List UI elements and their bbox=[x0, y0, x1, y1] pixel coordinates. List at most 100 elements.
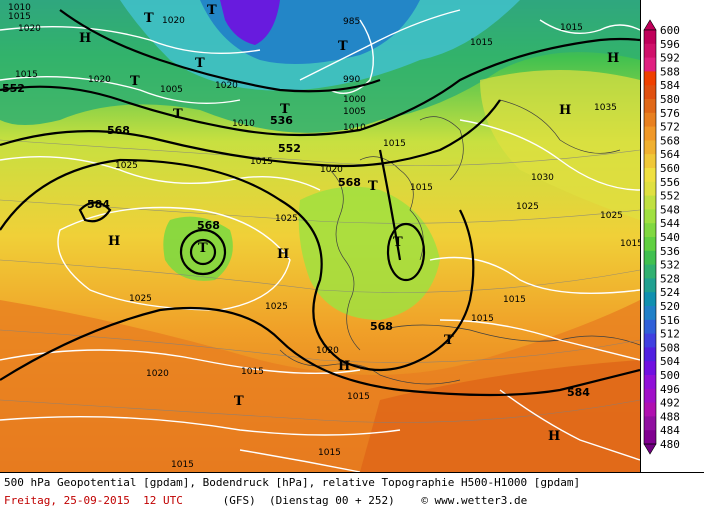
high-pressure-marker: H bbox=[559, 103, 571, 118]
scale-tick-label: 512 bbox=[660, 328, 680, 341]
pressure-label: 1025 bbox=[129, 294, 152, 304]
pressure-label: 1015 bbox=[8, 12, 31, 22]
scale-arrow-bottom bbox=[643, 443, 657, 455]
pressure-label: 1020 bbox=[215, 81, 238, 91]
scale-swatch bbox=[644, 278, 656, 293]
scale-swatch bbox=[644, 85, 656, 100]
scale-tick-label: 560 bbox=[660, 162, 680, 175]
pressure-label: 1010 bbox=[343, 123, 366, 133]
pressure-label: 1020 bbox=[316, 346, 339, 356]
pressure-label: 1025 bbox=[600, 211, 623, 221]
pressure-label: 1020 bbox=[162, 16, 185, 26]
pressure-label: 1020 bbox=[320, 165, 343, 175]
isobars bbox=[0, 9, 640, 472]
scale-swatch bbox=[644, 388, 656, 404]
scale-tick-label: 592 bbox=[660, 52, 680, 65]
scale-swatch bbox=[644, 375, 656, 390]
thickness-lines bbox=[0, 139, 640, 423]
geopotential-label-group: 552 536 552 568 568 568 584 584 568 bbox=[2, 82, 590, 399]
scale-tick-label: 596 bbox=[660, 38, 680, 51]
pressure-label: 1025 bbox=[275, 214, 298, 224]
pressure-label: 1025 bbox=[516, 202, 539, 212]
low-pressure-marker: T bbox=[280, 102, 290, 117]
scale-tick-label: 508 bbox=[660, 341, 680, 354]
scale-tick-label: 564 bbox=[660, 148, 680, 161]
scale-tick-label: 520 bbox=[660, 300, 680, 313]
legend-forecast: (Dienstag 00 + 252) bbox=[268, 494, 395, 507]
scale-tick-label: 572 bbox=[660, 121, 680, 134]
scale-swatch bbox=[644, 237, 656, 252]
scale-swatch bbox=[644, 57, 656, 72]
pressure-label: 1015 bbox=[347, 392, 370, 402]
field-green-central bbox=[298, 186, 440, 320]
pressure-label: 1015 bbox=[503, 295, 526, 305]
geopotential-label: 568 bbox=[338, 176, 361, 189]
scale-swatch bbox=[644, 250, 656, 266]
high-pressure-marker: H bbox=[548, 429, 560, 444]
scale-tick-label: 484 bbox=[660, 424, 680, 437]
pressure-label: 1005 bbox=[160, 85, 183, 95]
pressure-label: 1015 bbox=[620, 239, 640, 249]
scale-tick-label: 584 bbox=[660, 79, 680, 92]
coastlines bbox=[279, 99, 640, 385]
scale-tick-label: 536 bbox=[660, 245, 680, 258]
geopotential-label: 552 bbox=[2, 82, 25, 95]
pressure-label: 1030 bbox=[531, 173, 554, 183]
scale-swatch bbox=[644, 306, 656, 321]
scale-swatch bbox=[644, 154, 656, 169]
low-pressure-marker: T bbox=[444, 333, 454, 348]
scale-swatch bbox=[644, 264, 656, 279]
pressure-label: 1025 bbox=[115, 161, 138, 171]
geopotential-label: 584 bbox=[87, 198, 110, 211]
pressure-label: 1015 bbox=[383, 139, 406, 149]
pressure-label-group: 1020 1025 1020 1015 1010 1015 1020 1020 … bbox=[8, 3, 640, 470]
field-purple-core bbox=[220, 0, 280, 45]
scale-swatch bbox=[644, 71, 656, 86]
scale-tick-label: 528 bbox=[660, 272, 680, 285]
scale-swatch bbox=[644, 30, 656, 45]
scale-swatch bbox=[644, 333, 656, 348]
low-pressure-marker: T bbox=[198, 241, 208, 256]
pressure-label: 1010 bbox=[8, 3, 31, 13]
pressure-label: 1015 bbox=[470, 38, 493, 48]
scale-swatch bbox=[644, 361, 656, 376]
scale-tick-label: 504 bbox=[660, 355, 680, 368]
scale-tick-label: 480 bbox=[660, 438, 680, 451]
scale-swatch bbox=[644, 292, 656, 307]
low-pressure-marker: T bbox=[207, 3, 217, 18]
scale-swatch bbox=[644, 430, 656, 445]
scale-tick-label: 500 bbox=[660, 369, 680, 382]
high-pressure-marker: H bbox=[277, 247, 289, 262]
low-pressure-marker: T bbox=[195, 56, 205, 71]
legend-time: 12 UTC bbox=[143, 494, 183, 507]
scale-swatch bbox=[644, 168, 656, 183]
pressure-label: 1015 bbox=[410, 183, 433, 193]
pressure-label: 1015 bbox=[241, 367, 264, 377]
pressure-label: 1010 bbox=[232, 119, 255, 129]
scale-tick-label: 492 bbox=[660, 397, 680, 410]
legend-credit: © www.wetter3.de bbox=[421, 494, 528, 507]
low-pressure-marker: T bbox=[368, 179, 378, 194]
scale-tick-label: 600 bbox=[660, 24, 680, 37]
low-pressure-marker: T bbox=[173, 107, 183, 122]
scale-border bbox=[643, 29, 657, 445]
pressure-label: 990 bbox=[343, 75, 360, 85]
scale-tick-label: 580 bbox=[660, 93, 680, 106]
scale-swatch bbox=[644, 99, 656, 114]
scale-swatch bbox=[644, 416, 656, 431]
pressure-label: 1000 bbox=[343, 95, 366, 105]
scale-swatch bbox=[644, 140, 656, 155]
scale-tick-label: 568 bbox=[660, 134, 680, 147]
geopotential-label: 536 bbox=[270, 114, 293, 127]
low-pressure-marker: T bbox=[338, 39, 348, 54]
scale-tick-label: 556 bbox=[660, 176, 680, 189]
pressure-label: 1035 bbox=[594, 103, 617, 113]
low-pressure-marker: T bbox=[234, 394, 244, 409]
scale-tick-label: 544 bbox=[660, 217, 680, 230]
pressure-label: 1020 bbox=[18, 24, 41, 34]
weather-map: 552 536 552 568 568 568 584 584 568 1020… bbox=[0, 0, 641, 472]
scale-tick-label: 540 bbox=[660, 231, 680, 244]
geopotential-label: 552 bbox=[278, 142, 301, 155]
pressure-label: 1015 bbox=[471, 314, 494, 324]
high-pressure-marker: H bbox=[607, 51, 619, 66]
